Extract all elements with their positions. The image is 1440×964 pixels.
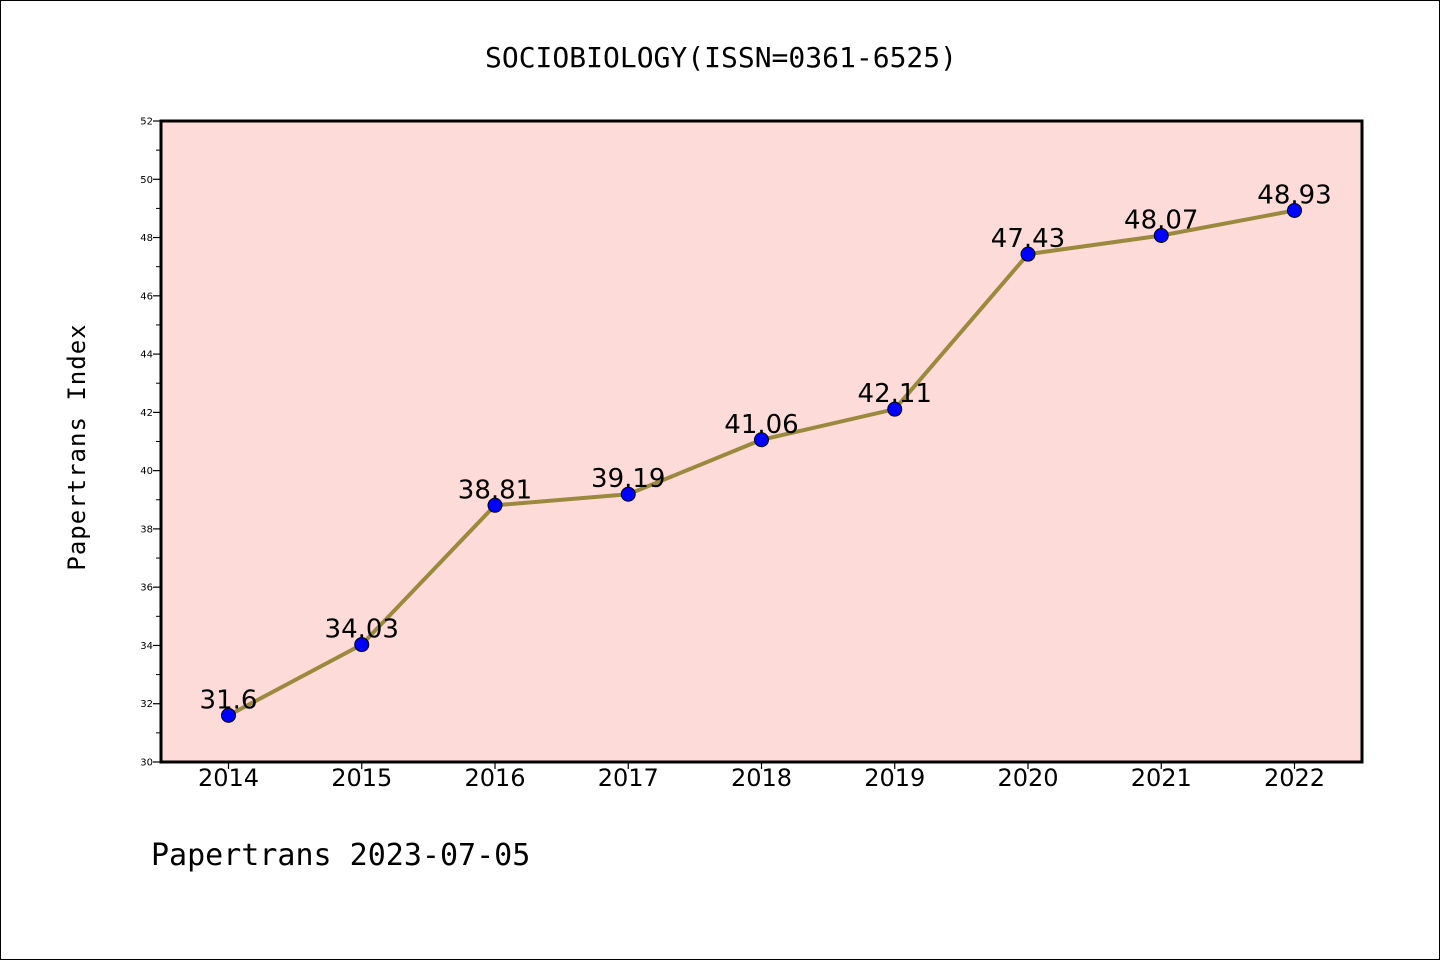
y-tick-label: 48 bbox=[140, 233, 153, 244]
x-tick-label: 2014 bbox=[198, 764, 259, 792]
data-label: 38.81 bbox=[458, 475, 532, 505]
x-tick-label: 2015 bbox=[331, 764, 392, 792]
y-tick-label: 36 bbox=[140, 583, 153, 594]
y-tick-label: 52 bbox=[140, 117, 153, 128]
data-label: 47.43 bbox=[991, 224, 1065, 254]
data-label: 48.07 bbox=[1124, 206, 1198, 236]
data-point bbox=[221, 707, 236, 723]
x-tick-label: 2019 bbox=[864, 764, 925, 792]
data-point bbox=[620, 486, 636, 502]
footer-source-date: Papertrans 2023-07-05 bbox=[151, 838, 530, 873]
x-tick-label: 2017 bbox=[598, 764, 659, 792]
data-labels: 31.6 34.03 38.81 39.19 41.06 42.11 47.43 48.07 4… bbox=[200, 180, 1332, 715]
y-tick-label: 40 bbox=[140, 466, 153, 477]
data-label: 31.6 bbox=[200, 685, 258, 715]
data-point bbox=[1020, 246, 1036, 262]
data-label: 48.93 bbox=[1257, 180, 1331, 210]
y-axis-ticks: 30 32 34 36 38 40 42 44 46 48 50 52 bbox=[140, 117, 161, 769]
x-tick-label: 2022 bbox=[1264, 764, 1325, 792]
y-tick-label: 44 bbox=[140, 350, 153, 361]
y-tick-label: 42 bbox=[140, 408, 153, 419]
data-markers bbox=[221, 202, 1302, 723]
data-label: 41.06 bbox=[724, 410, 798, 440]
data-point bbox=[887, 401, 903, 417]
x-tick-label: 2016 bbox=[464, 764, 525, 792]
data-point bbox=[754, 432, 769, 448]
plot-border bbox=[159, 119, 1364, 764]
y-axis-label: Papertrans Index bbox=[63, 323, 91, 570]
data-point bbox=[487, 497, 503, 513]
chart-title: SOCIOBIOLOGY(ISSN=0361-6525) bbox=[485, 41, 957, 74]
x-axis-ticks: 2014 2015 2016 2017 2018 2019 2020 2021 2022 bbox=[198, 762, 1325, 792]
y-tick-label: 32 bbox=[140, 699, 153, 710]
x-tick-label: 2020 bbox=[997, 764, 1058, 792]
data-label: 34.03 bbox=[325, 615, 399, 645]
y-tick-label: 50 bbox=[140, 175, 153, 186]
y-tick-label: 38 bbox=[140, 524, 153, 535]
y-tick-label: 46 bbox=[140, 291, 153, 302]
data-label: 39.19 bbox=[591, 464, 665, 494]
data-point bbox=[1287, 202, 1302, 218]
x-tick-label: 2018 bbox=[731, 764, 792, 792]
y-tick-label: 34 bbox=[140, 641, 153, 652]
x-tick-label: 2021 bbox=[1131, 764, 1192, 792]
data-point bbox=[354, 637, 370, 653]
data-label: 42.11 bbox=[858, 379, 932, 409]
data-point bbox=[1153, 228, 1169, 244]
y-tick-label: 30 bbox=[140, 758, 153, 769]
